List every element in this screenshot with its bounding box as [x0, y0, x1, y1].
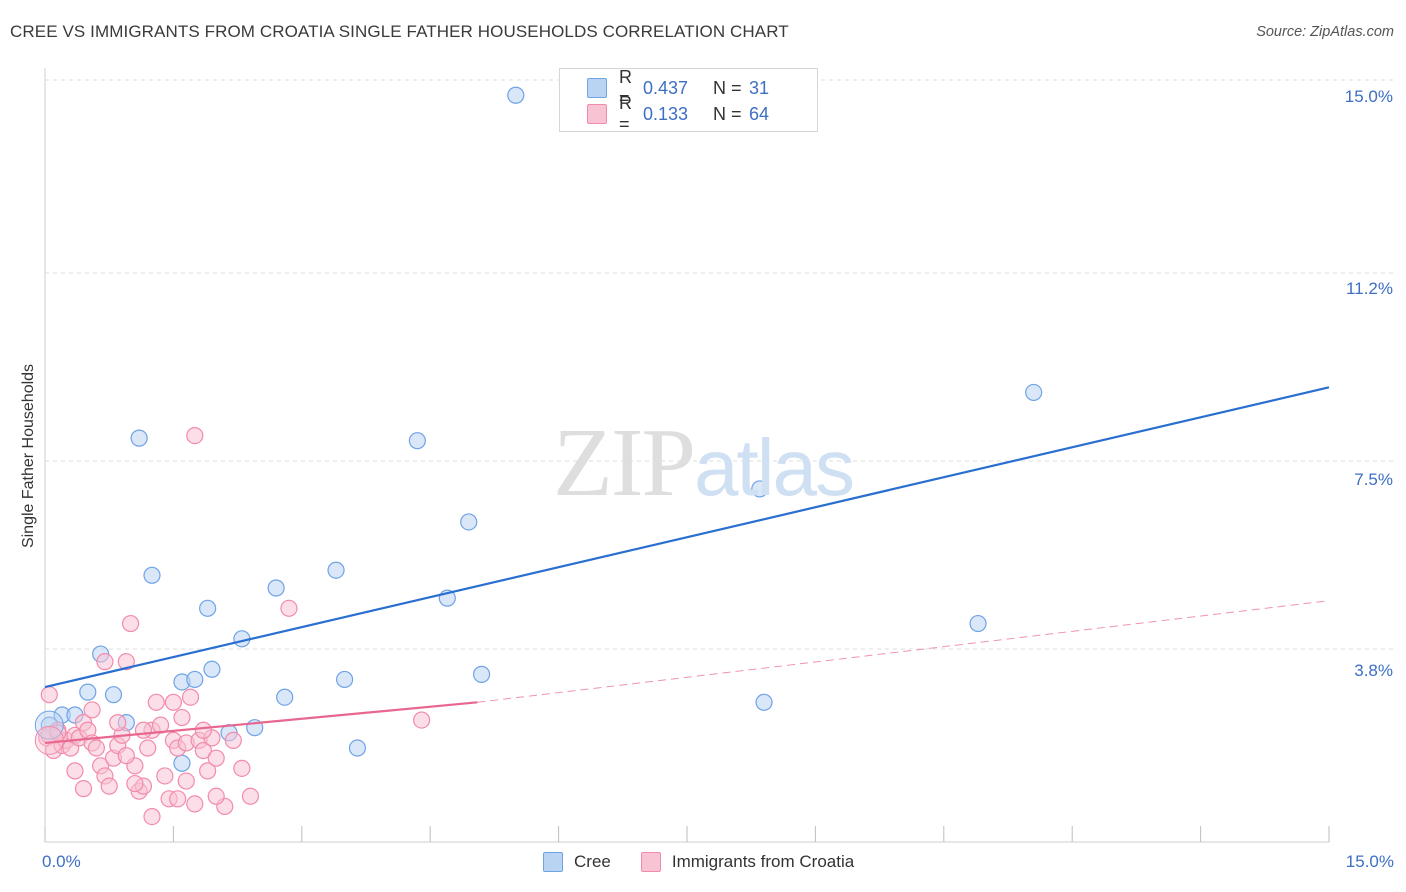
- x-tick-label: 15.0%: [1345, 852, 1394, 871]
- cree-point: [408, 432, 426, 450]
- croatia-trend-line: [44, 701, 478, 745]
- legend-n-label: N =: [713, 103, 742, 124]
- croatia-point: [109, 714, 127, 732]
- cree-point: [173, 754, 191, 772]
- points-layer: [34, 86, 1043, 826]
- watermark: ZIPatlas: [553, 405, 855, 519]
- legend-n-value: 64: [749, 103, 770, 124]
- cree-point: [751, 480, 769, 498]
- axis-layer: [44, 68, 1330, 843]
- croatia-point: [169, 790, 187, 808]
- croatia-point: [164, 693, 182, 711]
- cree-point: [104, 686, 123, 704]
- legend: R = 0.437 N = 31 R = 0.133 N = 64: [559, 67, 818, 134]
- croatia-point: [207, 787, 225, 805]
- cree-point: [267, 579, 285, 597]
- croatia-point: [177, 772, 195, 790]
- croatia-point: [156, 767, 174, 785]
- source-label: Source: ZipAtlas.com: [1256, 24, 1394, 40]
- croatia-point: [87, 739, 105, 757]
- cree-point: [460, 513, 478, 531]
- croatia-point: [413, 711, 431, 729]
- croatia-point: [224, 731, 242, 750]
- legend-r-label: R =: [619, 67, 632, 108]
- y-tick-label: 3.8%: [1354, 661, 1393, 680]
- croatia-point: [199, 762, 217, 780]
- bottom-legend: Cree Immigrants from Croatia: [543, 852, 884, 872]
- croatia-point: [134, 721, 153, 739]
- croatia-point: [241, 787, 260, 805]
- cree-point: [1025, 383, 1043, 402]
- trend-layer: [44, 386, 1330, 745]
- croatia-point: [34, 725, 64, 755]
- cree-point: [472, 665, 491, 683]
- cree-point: [130, 429, 148, 447]
- legend-row-croatia: R = 0.133 N = 64: [587, 93, 770, 134]
- cree-point: [327, 561, 345, 579]
- croatia-point: [143, 807, 161, 826]
- y-tick-label: 11.2%: [1346, 279, 1393, 298]
- croatia-point: [194, 721, 212, 739]
- croatia-point: [40, 686, 58, 704]
- bottom-legend-croatia[interactable]: Immigrants from Croatia: [640, 852, 855, 872]
- legend-swatch-cree: [587, 78, 607, 98]
- croatia-point: [100, 777, 118, 795]
- legend-swatch-croatia: [587, 104, 607, 124]
- legend-r-value: 0.437: [643, 77, 689, 98]
- bottom-legend-cree[interactable]: Cree: [543, 852, 611, 872]
- cree-point: [507, 86, 525, 104]
- croatia-point: [186, 427, 204, 445]
- watermark-zip: ZIP: [553, 409, 696, 517]
- y-tick-label: 15.0%: [1344, 87, 1393, 106]
- croatia-point: [147, 693, 165, 711]
- grid-layer: [45, 79, 1395, 650]
- croatia-point: [186, 795, 204, 813]
- cree-point: [203, 660, 221, 678]
- croatia-trend-extension: [477, 600, 1330, 703]
- croatia-point: [83, 701, 101, 719]
- croatia-point: [207, 749, 225, 767]
- croatia-point: [139, 739, 157, 757]
- cree-point: [336, 670, 354, 689]
- cree-point: [276, 688, 294, 706]
- legend-n-label: N =: [713, 77, 742, 98]
- chart-title: CREE VS IMMIGRANTS FROM CROATIA SINGLE F…: [10, 22, 789, 41]
- croatia-point: [280, 599, 298, 617]
- cree-point: [755, 693, 773, 711]
- croatia-point: [117, 653, 135, 671]
- cree-point: [143, 566, 161, 584]
- croatia-point: [74, 780, 93, 798]
- legend-swatch-cree: [543, 852, 563, 872]
- croatia-point: [117, 747, 135, 765]
- cree-trend-line: [44, 386, 1330, 689]
- croatia-point: [181, 688, 200, 706]
- x-tick-label: 0.0%: [42, 852, 81, 871]
- watermark-atlas: atlas: [694, 423, 855, 512]
- croatia-point: [66, 762, 84, 780]
- croatia-point: [126, 774, 144, 793]
- croatia-point: [194, 741, 212, 760]
- cree-point: [34, 710, 64, 740]
- croatia-point: [233, 759, 251, 777]
- croatia-point: [96, 653, 114, 671]
- legend-r-value: 0.133: [643, 103, 689, 124]
- y-axis-label: Single Father Households: [20, 363, 37, 549]
- legend-n-value: 31: [749, 77, 770, 98]
- legend-swatch-croatia: [640, 852, 661, 872]
- croatia-point: [122, 614, 140, 633]
- cree-point: [186, 670, 204, 689]
- cree-point: [969, 614, 987, 633]
- bottom-legend-label: Cree: [574, 852, 611, 871]
- cree-point: [199, 599, 217, 617]
- cree-point: [348, 739, 367, 757]
- bottom-legend-label: Immigrants from Croatia: [671, 852, 855, 871]
- cree-point: [79, 683, 97, 701]
- legend-row-cree: R = 0.437 N = 31: [587, 67, 770, 108]
- legend-r-label: R =: [619, 93, 632, 134]
- y-tick-label: 7.5%: [1354, 470, 1393, 489]
- croatia-point: [173, 708, 191, 727]
